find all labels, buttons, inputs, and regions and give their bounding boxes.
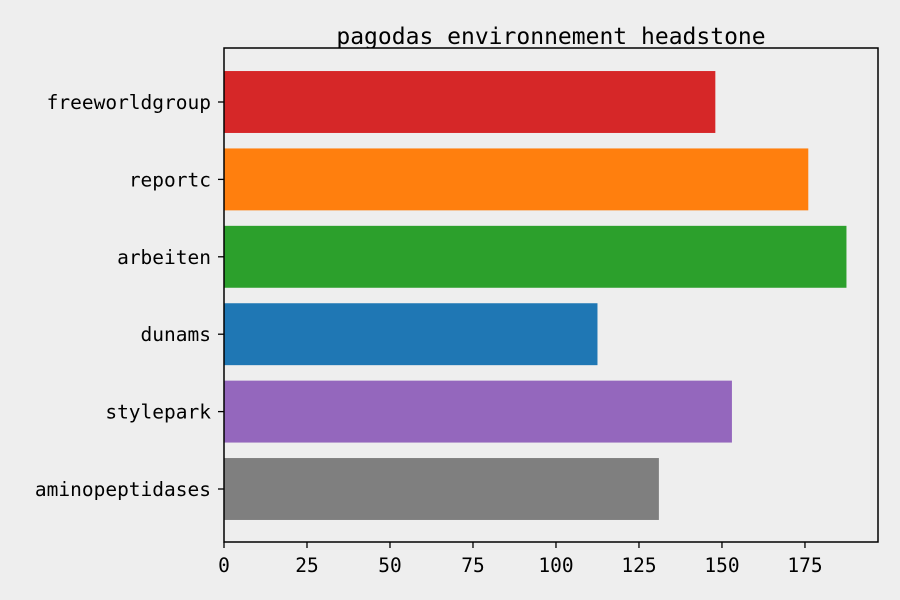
x-tick-label: 125 — [621, 554, 656, 577]
x-tick-label: 150 — [704, 554, 739, 577]
bar-arbeiten — [224, 225, 847, 288]
axes-frame — [223, 47, 879, 543]
x-tick-label: 50 — [378, 554, 401, 577]
y-tick-label: reportc — [129, 168, 211, 191]
x-tick-label: 175 — [787, 554, 822, 577]
y-tick-label: stylepark — [105, 401, 211, 424]
y-tick-label: arbeiten — [117, 246, 211, 269]
y-tick-label: dunams — [141, 323, 211, 346]
y-tick-label: aminopeptidases — [35, 478, 211, 501]
y-tick-labels: freeworldgroup reportc arbeiten dunams style… — [35, 91, 224, 501]
x-tick-label: 75 — [461, 554, 484, 577]
chart-title: pagodas environnement headstone — [336, 24, 765, 50]
x-tick-label: 0 — [218, 554, 230, 577]
bar-aminopeptidases — [224, 458, 659, 520]
x-tick-labels: 0 25 50 75 100 125 150 175 — [218, 542, 823, 577]
bar-stylepark — [224, 380, 732, 443]
x-tick-label: 25 — [295, 554, 318, 577]
bar-dunams — [224, 303, 598, 366]
bar-reportc — [224, 148, 809, 211]
bar-freeworldgroup — [224, 71, 716, 133]
x-tick-label: 100 — [538, 554, 573, 577]
plot-area — [223, 47, 879, 543]
y-tick-label: freeworldgroup — [47, 91, 211, 114]
